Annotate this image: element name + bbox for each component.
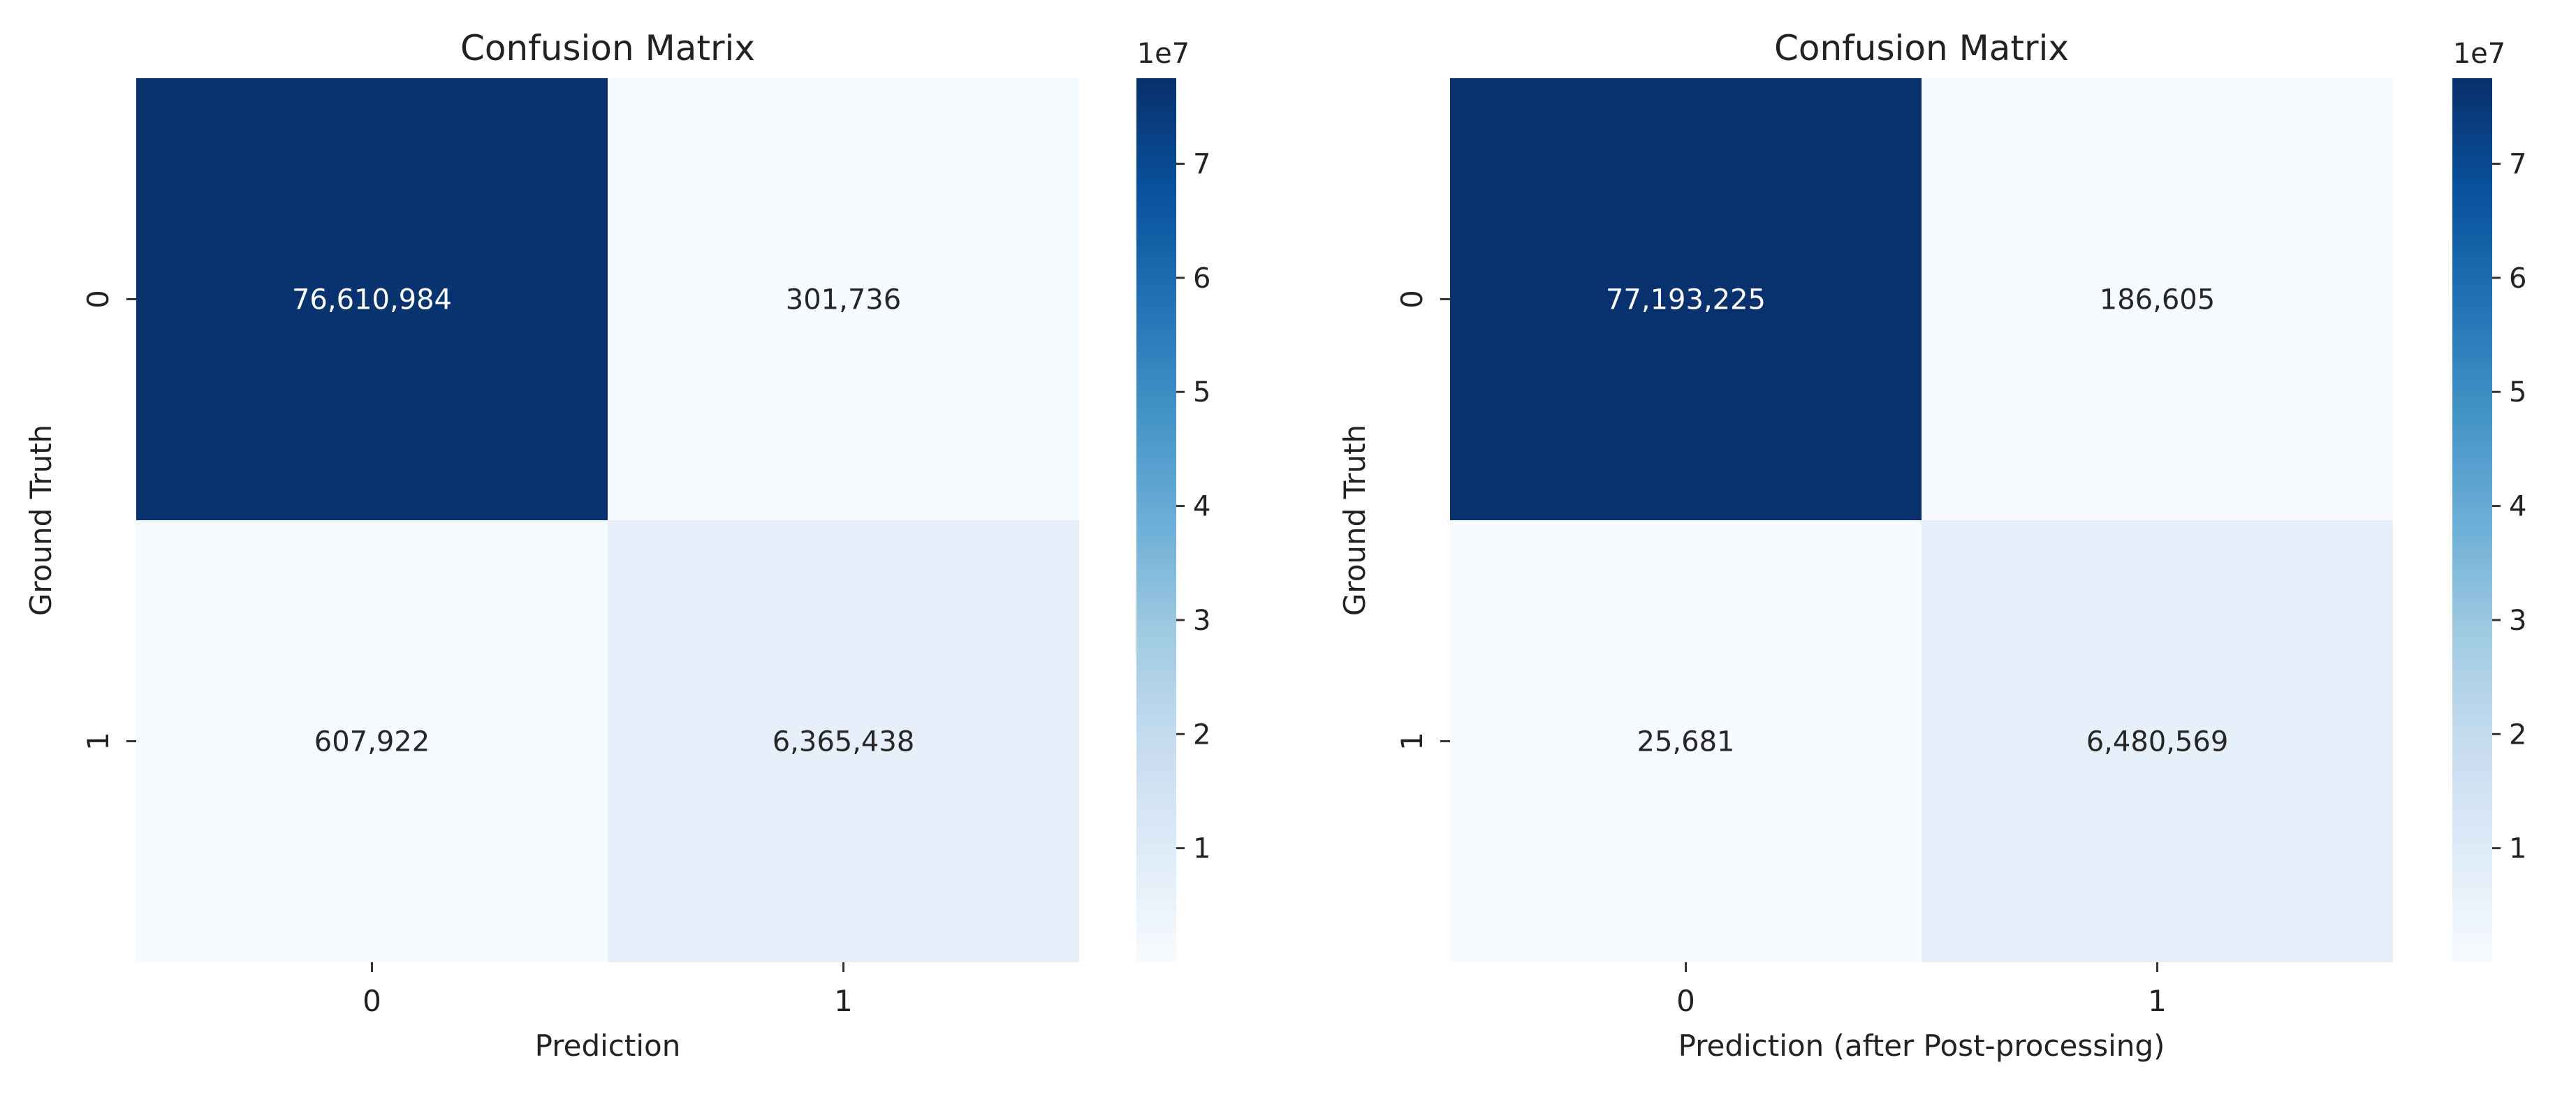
colorbar-tick-label: 3	[2509, 605, 2526, 637]
colorbar-tick-label: 6	[1193, 263, 1210, 295]
y-tick-label: 0	[1395, 290, 1429, 309]
cell-value-label: 186,605	[2100, 284, 2215, 316]
colorbar-tick-label: 4	[1193, 491, 1210, 523]
colorbar-tick-label: 7	[2509, 149, 2526, 181]
x-tick-label: 1	[2148, 984, 2167, 1018]
cell-value-label: 6,365,438	[773, 726, 915, 758]
heatmap-cell-r0-c0	[1450, 78, 1922, 520]
heatmap-cell-r1-c0	[136, 520, 608, 962]
x-axis-label: Prediction (after Post-processing)	[1678, 1029, 2165, 1063]
cell-value-label: 25,681	[1637, 726, 1735, 758]
y-axis-label: Ground Truth	[1338, 425, 1372, 616]
colorbar-tick-label: 3	[1193, 605, 1210, 637]
colorbar-multiplier-label: 1e7	[1137, 38, 1190, 70]
y-tick-label: 1	[81, 732, 115, 751]
heatmap-cell-r0-c0	[136, 78, 608, 520]
heatmap-panel-2: Confusion Matrix 77,193,225 186,605 25,681 6…	[1338, 28, 2526, 1063]
heatmap-cell-r0-c1	[608, 78, 1079, 520]
heatmap-panel-1: Confusion Matrix 76,610,984 301,736 607,922…	[24, 28, 1210, 1063]
heatmap-cell-r1-c0	[1450, 520, 1922, 962]
colorbar-tick-label: 5	[1193, 376, 1210, 408]
colorbar-tick-label: 7	[1193, 149, 1210, 181]
cell-value-label: 6,480,569	[2086, 726, 2229, 758]
colorbar-tick-label: 2	[1193, 719, 1210, 751]
x-tick-label: 0	[363, 984, 381, 1018]
colorbar-tick-label: 2	[2509, 719, 2526, 751]
chart-title: Confusion Matrix	[460, 28, 755, 68]
heatmap-cell-r1-c1	[1922, 520, 2393, 962]
y-axis-label: Ground Truth	[24, 425, 58, 616]
x-tick-label: 1	[834, 984, 853, 1018]
cell-value-label: 76,610,984	[292, 284, 452, 316]
colorbar-tick-label: 4	[2509, 491, 2526, 523]
cell-value-label: 301,736	[786, 284, 901, 316]
cell-value-label: 607,922	[314, 726, 430, 758]
colorbar-tick-label: 5	[2509, 376, 2526, 408]
colorbar-tick-label: 6	[2509, 263, 2526, 295]
chart-title: Confusion Matrix	[1774, 28, 2069, 68]
x-axis-label: Prediction	[535, 1029, 681, 1063]
x-tick-label: 0	[1676, 984, 1695, 1018]
colorbar-tick-label: 1	[2509, 833, 2526, 865]
y-tick-label: 1	[1395, 732, 1429, 751]
colorbar	[1136, 78, 1176, 962]
heatmap-cell-r0-c1	[1922, 78, 2393, 520]
colorbar-tick-label: 1	[1193, 833, 1210, 865]
heatmap-cell-r1-c1	[608, 520, 1079, 962]
cell-value-label: 77,193,225	[1606, 284, 1766, 316]
colorbar	[2452, 78, 2492, 962]
y-tick-label: 0	[81, 290, 115, 309]
colorbar-multiplier-label: 1e7	[2453, 38, 2506, 70]
